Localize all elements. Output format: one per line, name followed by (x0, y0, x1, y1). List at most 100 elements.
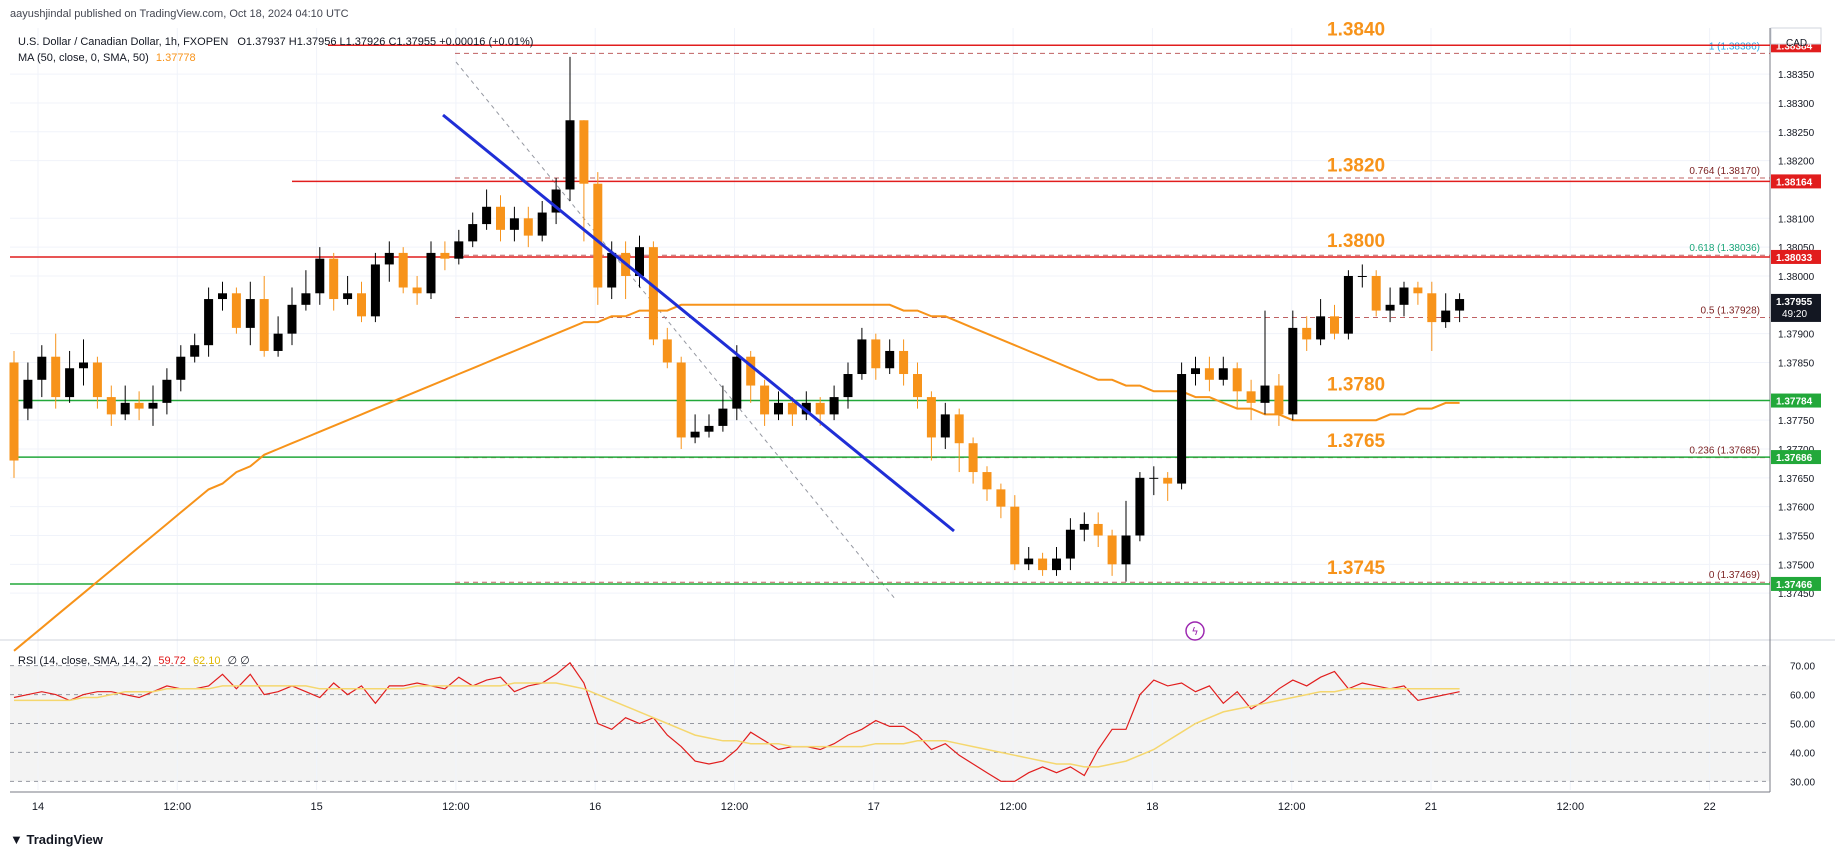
candle-body (218, 293, 227, 300)
candle-body (537, 212, 547, 236)
candle-body (940, 414, 950, 438)
fib-label: 0.764 (1.38170) (1689, 166, 1760, 177)
price-badge (1771, 174, 1821, 189)
ma-legend[interactable]: MA (50, close, 0, SMA, 50) 1.37778 (18, 52, 196, 64)
ma-value: 1.37778 (155, 52, 196, 64)
rsi-tick-label: 60.00 (1790, 691, 1815, 702)
candle-body (1274, 385, 1284, 415)
current-price-text: 1.37955 (1776, 297, 1813, 308)
candle-body (176, 356, 186, 380)
candle-body (1163, 477, 1173, 484)
tradingview-logo-icon: ▼ (10, 832, 23, 847)
rsi-tick-label: 50.00 (1790, 720, 1815, 731)
candle-body (968, 443, 978, 473)
price-tick-label: 1.38100 (1778, 214, 1815, 225)
bearish-trendline (442, 113, 955, 533)
price-tick-label: 1.37600 (1778, 503, 1815, 514)
candle-body (676, 362, 686, 438)
price-badge (1771, 393, 1821, 408)
candle-body (704, 425, 714, 432)
fib-label: 1 (1.38386) (1709, 41, 1760, 52)
price-tick-label: 1.38000 (1778, 272, 1815, 283)
price-tick-label: 1.37650 (1778, 474, 1815, 485)
candle-body (829, 397, 839, 415)
candle-body (607, 252, 617, 288)
rsi-tick-label: 30.00 (1790, 777, 1815, 788)
candle-body (774, 402, 783, 415)
candle-body (412, 287, 422, 294)
price-tick-label: 1.37450 (1778, 589, 1815, 600)
candle-body (843, 374, 853, 398)
candle-body (1024, 558, 1034, 565)
rsi-tick-label: 70.00 (1790, 662, 1815, 673)
tradingview-logo[interactable]: ▼ TradingView (10, 832, 103, 847)
candle-body (1218, 368, 1228, 380)
price-badge (1771, 450, 1821, 465)
rsi-extra: ∅ ∅ (227, 655, 250, 667)
candle-body (926, 397, 936, 438)
candle-body (190, 345, 200, 357)
candle-body (1343, 275, 1353, 334)
currency-box (1770, 27, 1822, 45)
candle-body (885, 350, 895, 369)
candle-body (496, 206, 505, 230)
published-line: aayushjindal published on TradingView.co… (10, 8, 349, 20)
price-badge (1771, 576, 1821, 591)
level-label: 1.3745 (1327, 558, 1386, 579)
ma-label: MA (50, close, 0, SMA, 50) (18, 52, 149, 64)
candle-body (899, 350, 909, 375)
level-label: 1.3840 (1327, 19, 1385, 40)
candle-body (231, 293, 241, 328)
candle-body (357, 293, 366, 317)
fib-label: 0.5 (1.37928) (1701, 306, 1761, 317)
time-tick-label: 15 (310, 801, 322, 813)
time-tick-label: 16 (589, 801, 601, 813)
candle-body (134, 402, 144, 409)
candle-body (1302, 327, 1312, 340)
candle-body (204, 299, 214, 346)
candle-body (259, 299, 269, 351)
price-tick-label: 1.38350 (1778, 70, 1815, 81)
candle-body (815, 402, 825, 415)
candle-body (662, 339, 672, 363)
candle-body (92, 362, 102, 398)
rsi-legend[interactable]: RSI (14, close, SMA, 14, 2) 59.72 62.10 … (18, 654, 250, 667)
candle-body (565, 120, 575, 190)
candle-body (1052, 558, 1061, 571)
candle-body (245, 299, 255, 328)
candle-body (120, 402, 130, 415)
candle-body (635, 247, 644, 276)
candle-body (551, 189, 561, 213)
level-label: 1.3765 (1327, 431, 1386, 452)
price-tick-label: 1.38250 (1778, 128, 1815, 139)
time-tick-label: 12:00 (999, 801, 1027, 813)
price-tick-label: 1.38300 (1778, 99, 1815, 110)
candle-body (801, 402, 811, 415)
lightning-icon (1185, 621, 1205, 641)
candle-body (9, 362, 19, 461)
candle-body (579, 120, 589, 184)
rsi-sma-line (14, 682, 1460, 768)
candle-body (468, 224, 478, 242)
candle-body (760, 385, 770, 415)
candle-body (65, 368, 75, 398)
price-badge-text: 1.37686 (1776, 453, 1813, 464)
candle-body (23, 379, 33, 409)
candle-body (1385, 304, 1395, 311)
time-tick-label: 12:00 (442, 801, 470, 813)
candle-body (287, 304, 297, 334)
candle-body (51, 356, 61, 398)
candle-body (273, 333, 283, 351)
candle-body (1455, 299, 1465, 311)
candle-body (857, 339, 867, 375)
candle-body (1399, 287, 1409, 305)
countdown-text: 49:20 (1782, 309, 1807, 320)
candle-body (746, 356, 756, 386)
lightning-glyph: ϟ (1191, 625, 1198, 638)
rsi-tick-label: 40.00 (1790, 748, 1815, 759)
candle-body (954, 414, 964, 444)
currency-label: CAD (1786, 38, 1808, 49)
candle-body (996, 489, 1006, 507)
